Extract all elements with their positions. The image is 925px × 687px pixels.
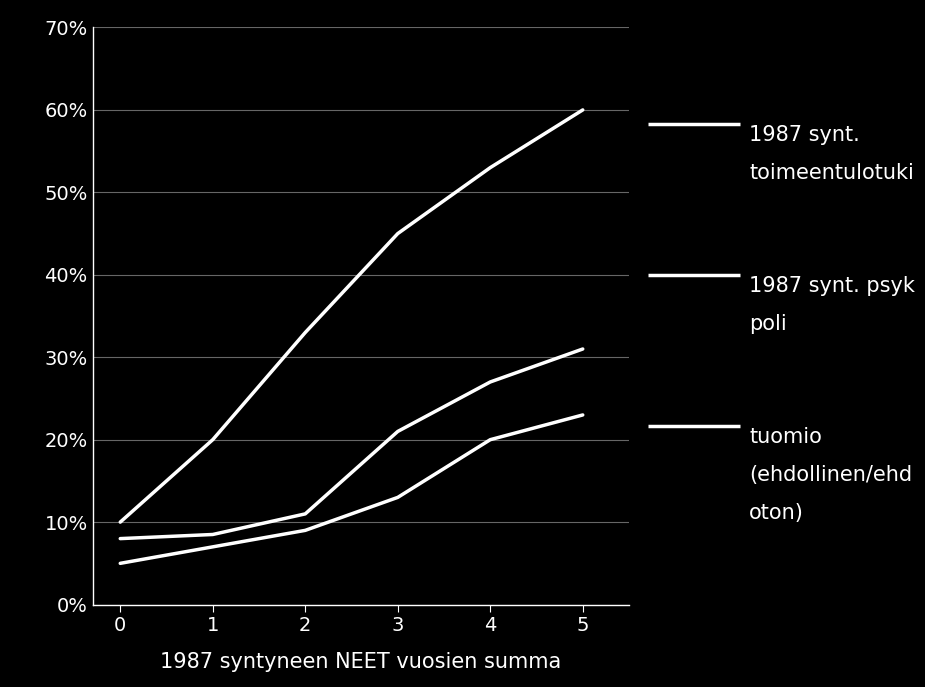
X-axis label: 1987 syntyneen NEET vuosien summa: 1987 syntyneen NEET vuosien summa (160, 652, 561, 672)
Text: 1987 synt.: 1987 synt. (749, 125, 860, 145)
Text: (ehdollinen/ehd: (ehdollinen/ehd (749, 465, 912, 485)
Text: poli: poli (749, 314, 787, 334)
Text: oton): oton) (749, 503, 804, 523)
Text: toimeentulotuki: toimeentulotuki (749, 163, 914, 183)
Text: 1987 synt. psyk: 1987 synt. psyk (749, 276, 915, 296)
Text: tuomio: tuomio (749, 427, 822, 447)
